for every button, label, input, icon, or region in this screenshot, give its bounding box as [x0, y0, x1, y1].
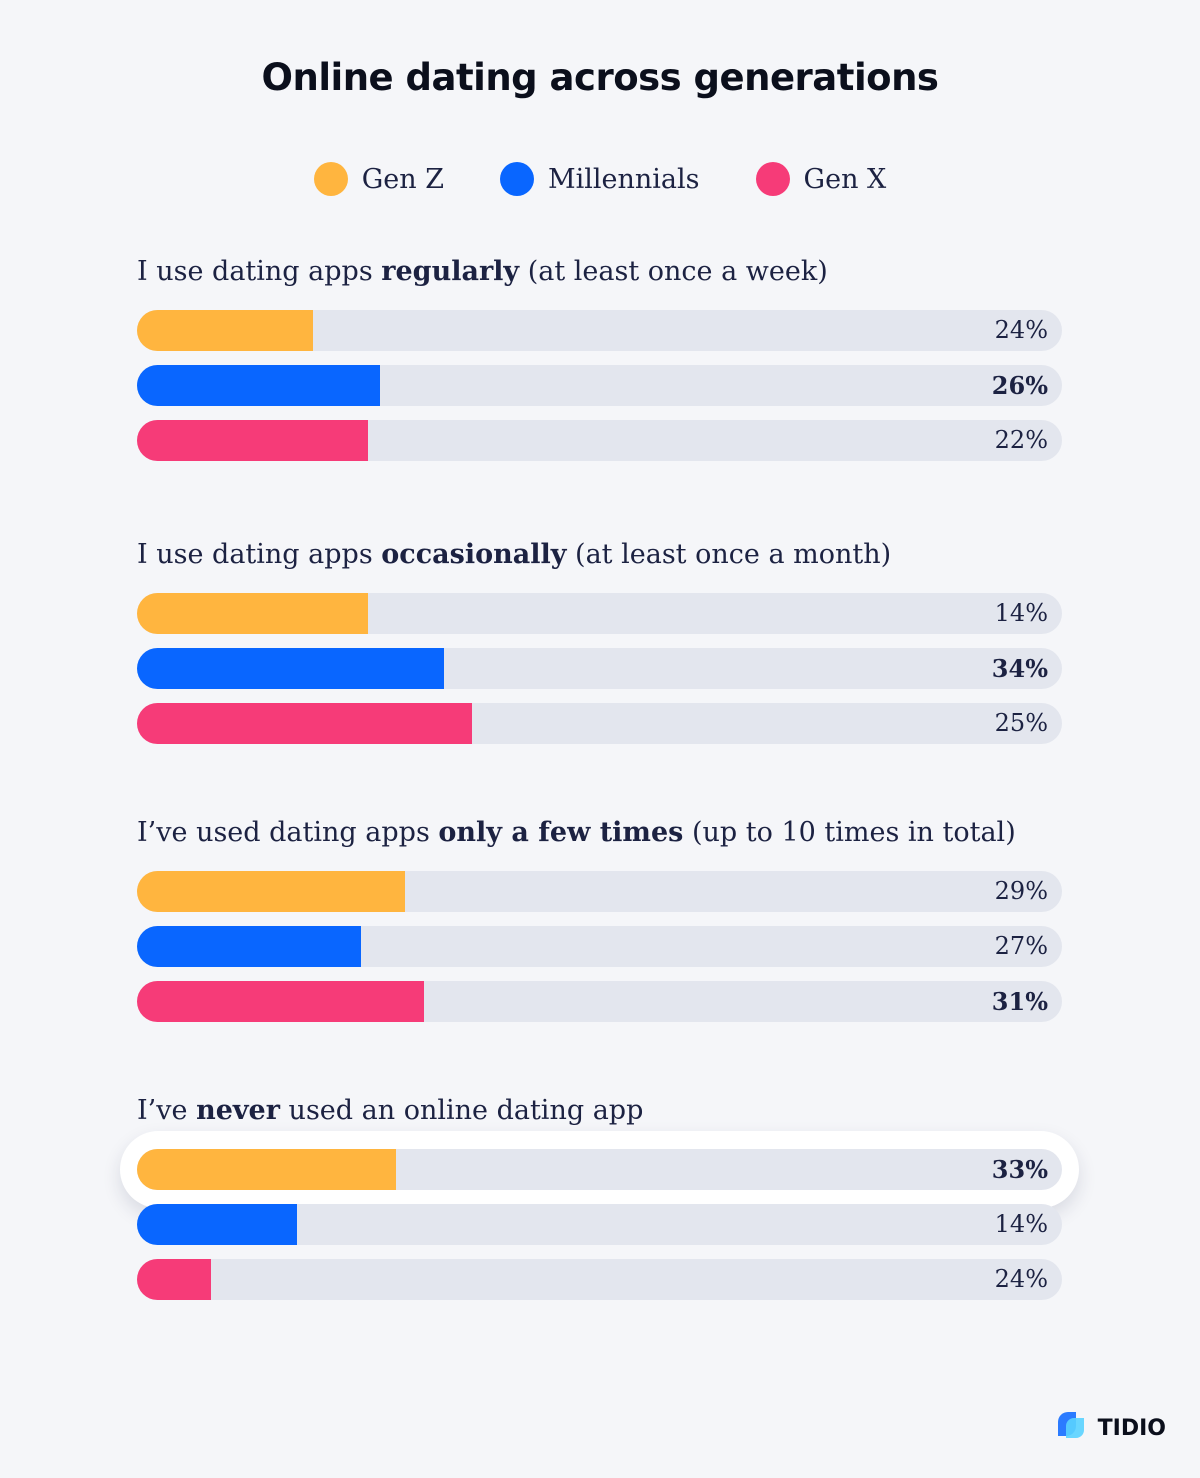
bar-value-label: 27%	[994, 932, 1048, 960]
bar-fill	[137, 310, 313, 351]
bar-rows: 33% 14% 24%	[120, 1131, 1079, 1300]
group-label-bold: occasionally	[381, 539, 567, 570]
group-label: I’ve used dating apps only a few times (…	[137, 813, 1062, 853]
group-label-pre: I use dating apps	[137, 539, 382, 570]
bar-value-label: 33%	[991, 1155, 1048, 1184]
bar-track: 22%	[137, 420, 1062, 461]
bar-rows: 29% 27% 31%	[137, 871, 1062, 1022]
bar-fill	[137, 593, 369, 634]
legend-label: Gen Z	[361, 163, 444, 195]
bar-value-label: 22%	[994, 426, 1048, 454]
bar-fill	[137, 1149, 396, 1190]
group-label: I’ve never used an online dating app	[137, 1091, 1062, 1131]
bar-value-label: 29%	[994, 877, 1048, 905]
legend-label: Millennials	[547, 163, 700, 195]
bar-track: 14%	[137, 1204, 1062, 1245]
bar-fill	[137, 981, 424, 1022]
legend-swatch	[313, 162, 348, 196]
group-label-post: (at least once a month)	[566, 539, 892, 570]
group-label-post: (at least once a week)	[519, 256, 828, 287]
group-label-pre: I use dating apps	[137, 256, 382, 287]
legend-swatch	[755, 162, 790, 196]
tidio-logo-icon	[1057, 1412, 1084, 1438]
bar-fill	[137, 1204, 298, 1245]
legend-swatch	[499, 162, 534, 196]
bar-value-label: 24%	[994, 1265, 1048, 1293]
bar-rows: 14% 34% 25%	[137, 593, 1062, 744]
bar-group: I use dating apps regularly (at least on…	[137, 252, 1062, 475]
bar-fill	[137, 871, 406, 912]
tidio-logo: TIDIO	[1054, 1412, 1166, 1444]
group-label-bold: only a few times	[438, 817, 684, 848]
bar-track: 14%	[137, 593, 1062, 634]
group-label-pre: I’ve	[137, 1095, 197, 1126]
legend-item: Gen X	[755, 162, 887, 196]
bar-group: I use dating apps occasionally (at least…	[137, 535, 1062, 758]
bar-track: 27%	[137, 926, 1062, 967]
logo-text: TIDIO	[1097, 1415, 1166, 1441]
group-label-post: used an online dating app	[279, 1095, 644, 1126]
bar-group: I’ve used dating apps only a few times (…	[137, 813, 1062, 1036]
bar-value-label: 14%	[994, 599, 1048, 627]
group-label-post: (up to 10 times in total)	[683, 817, 1016, 848]
bar-fill	[137, 648, 445, 689]
legend: Gen Z Millennials Gen X	[0, 162, 1200, 196]
legend-label: Gen X	[803, 163, 887, 195]
bar-fill	[137, 1259, 211, 1300]
chart-title: Online dating across generations	[261, 56, 939, 99]
bar-track: 26%	[137, 365, 1062, 406]
bar-rows: 24% 26% 22%	[137, 310, 1062, 461]
bar-track: 31%	[137, 981, 1062, 1022]
bar-value-label: 14%	[994, 1210, 1048, 1238]
bar-value-label: 31%	[991, 987, 1048, 1016]
group-label: I use dating apps regularly (at least on…	[137, 252, 1062, 292]
bar-value-label: 24%	[994, 316, 1048, 344]
bar-track: 33%	[137, 1149, 1062, 1190]
bar-fill	[137, 926, 361, 967]
bar-value-label: 26%	[991, 371, 1048, 400]
bar-track: 24%	[137, 310, 1062, 351]
bar-fill	[137, 365, 381, 406]
legend-item: Gen Z	[313, 162, 444, 196]
legend-item: Millennials	[499, 162, 700, 196]
bar-value-label: 34%	[991, 654, 1048, 683]
bar-fill	[137, 703, 472, 744]
bar-fill	[137, 420, 369, 461]
group-label-pre: I’ve used dating apps	[137, 817, 439, 848]
bar-track: 29%	[137, 871, 1062, 912]
bar-track: 24%	[137, 1259, 1062, 1300]
bar-group: I’ve never used an online dating app 33% 1…	[120, 1091, 1079, 1314]
group-label-bold: regularly	[381, 256, 520, 287]
bar-value-label: 25%	[994, 709, 1048, 737]
group-label-bold: never	[196, 1095, 280, 1126]
bar-track: 25%	[137, 703, 1062, 744]
group-label: I use dating apps occasionally (at least…	[137, 535, 1062, 575]
bar-track: 34%	[137, 648, 1062, 689]
